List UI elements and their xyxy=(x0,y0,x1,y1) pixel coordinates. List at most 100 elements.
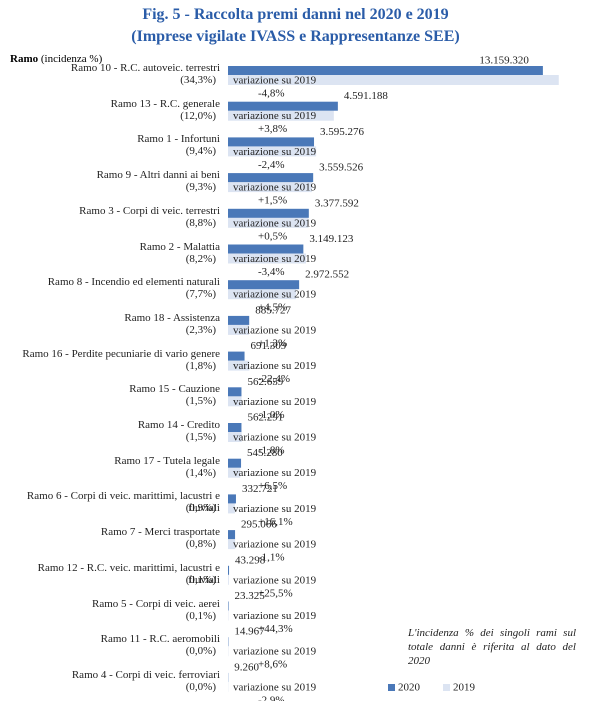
share-label: (1,5%) xyxy=(185,431,216,443)
legend-swatch xyxy=(443,684,450,691)
value-label: 23.325 xyxy=(235,590,266,602)
bar-2019 xyxy=(228,574,229,585)
share-label: (0,8%) xyxy=(185,538,216,551)
variation-caption: variazione su 2019 xyxy=(233,503,317,515)
share-label: (8,8%) xyxy=(185,216,216,229)
share-label: (9,4%) xyxy=(185,145,216,158)
value-label: 562.659 xyxy=(247,376,283,388)
share-label: (0,1%) xyxy=(185,573,216,586)
value-label: 13.159.320 xyxy=(479,55,529,67)
category-label: Ramo 5 - Corpi di veic. aerei xyxy=(92,597,220,610)
bar-2019 xyxy=(228,110,334,121)
category-label: Ramo 4 - Corpi di veic. ferroviari xyxy=(71,668,220,681)
variation-caption: variazione su 2019 xyxy=(233,360,317,372)
variation-caption: variazione su 2019 xyxy=(233,253,317,265)
variation-caption: variazione su 2019 xyxy=(233,681,317,693)
variation-label: -4,8% xyxy=(258,88,285,100)
axis-header: Ramo (incidenza %) xyxy=(10,53,102,65)
value-label: 885.727 xyxy=(255,304,291,316)
bar-2019 xyxy=(228,396,242,407)
bar-2020 xyxy=(228,280,300,290)
bar-2020 xyxy=(228,315,250,325)
bar-2020 xyxy=(228,173,314,183)
variation-label: -2,9% xyxy=(258,694,285,701)
bar-2019 xyxy=(228,503,235,514)
variation-label: +44,3% xyxy=(258,623,293,635)
category-label: Ramo 13 - R.C. generale xyxy=(110,97,220,110)
variation-label: -22,4% xyxy=(258,373,290,385)
bar-2020 xyxy=(228,387,242,397)
bar-2019 xyxy=(228,217,309,228)
bar-2019 xyxy=(228,289,297,300)
variation-caption: variazione su 2019 xyxy=(233,539,317,551)
share-label: (0,0%) xyxy=(185,680,216,693)
bar-2019 xyxy=(228,467,241,478)
bar-2019 xyxy=(228,182,312,193)
value-label: 332.721 xyxy=(242,483,278,495)
share-label: (1,4%) xyxy=(185,466,216,479)
bar-2020 xyxy=(228,208,309,218)
variation-label: +8,6% xyxy=(258,659,287,671)
value-label: 43.298 xyxy=(235,554,266,566)
share-label: (0,9%) xyxy=(185,502,216,515)
bar-2020 xyxy=(228,244,304,254)
value-label: 9.260 xyxy=(234,661,259,673)
chart-subtitle: (Imprese vigilate IVASS e Rappresentanze… xyxy=(131,28,460,45)
category-label: Ramo 17 - Tutela legale xyxy=(114,454,220,467)
bar-2020 xyxy=(228,351,245,361)
category-label: Ramo 11 - R.C. aeromobili xyxy=(100,633,220,646)
bar-2019 xyxy=(228,75,559,85)
share-label: (7,7%) xyxy=(185,288,216,301)
bar-2020 xyxy=(228,530,236,540)
share-label: (1,5%) xyxy=(185,395,216,408)
variation-label: +0,5% xyxy=(258,230,287,242)
variation-caption: variazione su 2019 xyxy=(233,432,317,444)
share-label: (0,1%) xyxy=(185,609,216,622)
variation-label: -2,4% xyxy=(258,159,285,171)
category-label: Ramo 10 - R.C. autoveic. terrestri xyxy=(70,62,220,74)
share-label: (2,3%) xyxy=(185,323,216,336)
value-label: 3.377.592 xyxy=(315,197,359,209)
value-label: 295.066 xyxy=(241,519,277,531)
note: L'incidenza % dei singoli rami sul total… xyxy=(408,627,576,667)
variation-label: -3,4% xyxy=(258,266,285,278)
variation-caption: variazione su 2019 xyxy=(233,610,317,622)
axis-label-note: (incidenza %) xyxy=(40,53,103,65)
category-label: Ramo 16 - Perdite pecuniarie di vario ge… xyxy=(22,347,220,360)
share-label: (8,2%) xyxy=(185,252,216,265)
bar-2019 xyxy=(228,253,307,264)
variation-caption: variazione su 2019 xyxy=(233,289,317,301)
value-label: 3.149.123 xyxy=(309,233,354,245)
variation-label: +25,5% xyxy=(258,587,293,599)
share-label: (1,8%) xyxy=(185,359,216,372)
legend-label: 2020 xyxy=(398,682,421,694)
value-label: 2.972.552 xyxy=(305,269,349,281)
chart-title: Fig. 5 - Raccolta premi danni nel 2020 e… xyxy=(142,6,449,23)
variation-label: -1,8% xyxy=(258,445,285,457)
variation-caption: variazione su 2019 xyxy=(233,182,317,194)
category-label: Ramo 9 - Altri danni ai beni xyxy=(96,169,220,182)
category-label: Ramo 14 - Credito xyxy=(137,419,220,431)
category-label: Ramo 7 - Merci trasportate xyxy=(100,526,220,539)
value-label: 14.967 xyxy=(234,626,265,638)
bar-2019 xyxy=(228,539,236,550)
bar-2019 xyxy=(228,360,250,371)
bar-2019 xyxy=(228,432,242,442)
variation-caption: variazione su 2019 xyxy=(233,75,317,87)
value-label: 691.309 xyxy=(251,340,287,352)
variation-label: +1,5% xyxy=(258,195,287,207)
legend-label: 2019 xyxy=(453,682,476,694)
category-label: Ramo 8 - Incendio ed elementi naturali xyxy=(47,276,220,289)
value-label: 3.595.276 xyxy=(320,126,365,138)
share-label: (0,0%) xyxy=(185,645,216,658)
bar-2020 xyxy=(228,66,543,75)
category-label: Ramo 12 - R.C. veic. marittimi, lacustri… xyxy=(37,561,220,586)
variation-caption: variazione su 2019 xyxy=(233,324,317,336)
variation-label: +1,3% xyxy=(258,337,287,349)
variation-caption: variazione su 2019 xyxy=(233,467,317,479)
bar-2020 xyxy=(228,101,338,111)
share-label: (12,0%) xyxy=(180,109,216,122)
bar-2020 xyxy=(228,494,236,504)
variation-caption: variazione su 2019 xyxy=(233,646,317,658)
